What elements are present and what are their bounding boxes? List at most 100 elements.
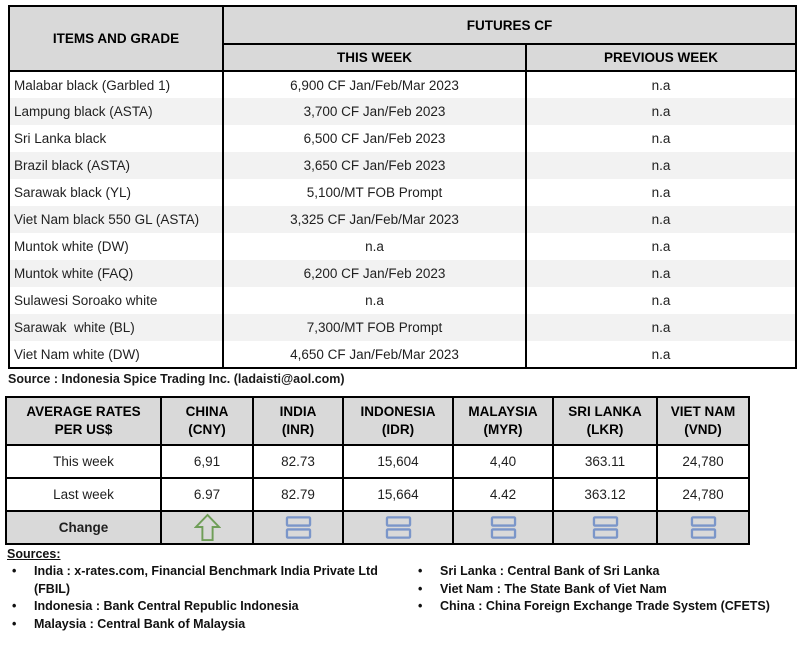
table-row: Lampung black (ASTA) 3,700 CF Jan/Feb 20… [8, 98, 797, 125]
this-week-cell: 6,900 CF Jan/Feb/Mar 2023 [222, 71, 527, 98]
previous-week-cell: n.a [525, 206, 797, 233]
table-row: Sarawak white (BL) 7,300/MT FOB Prompt n… [8, 314, 797, 341]
table-row: Brazil black (ASTA) 3,650 CF Jan/Feb 202… [8, 152, 797, 179]
column-currency: (VND) [684, 422, 722, 437]
table-row: Sarawak black (YL) 5,100/MT FOB Prompt n… [8, 179, 797, 206]
source-list-item: Sri Lanka : Central Bank of Sri Lanka [413, 563, 793, 581]
source-list-item: Malaysia : Central Bank of Malaysia [7, 616, 407, 634]
this-week-cell: 3,700 CF Jan/Feb 2023 [222, 98, 527, 125]
item-cell: Malabar black (Garbled 1) [8, 71, 224, 98]
last-week-row: Last week 6.97 82.79 15,664 4.42 363.12 … [5, 477, 750, 512]
change-cell-malaysia [452, 510, 554, 545]
column-name: SRI LANKA [568, 403, 642, 419]
table-row: Sri Lanka black 6,500 CF Jan/Feb 2023 n.… [8, 125, 797, 152]
equal-icon [385, 516, 411, 539]
rate-cell: 6,91 [160, 444, 254, 479]
change-cell-viet-nam [656, 510, 750, 545]
column-currency: (CNY) [188, 422, 226, 437]
equal-icon [490, 516, 516, 539]
previous-week-cell: n.a [525, 125, 797, 152]
column-header-indonesia: INDONESIA (IDR) [342, 396, 454, 446]
rate-cell: 4.42 [452, 477, 554, 512]
rate-cell: 15,664 [342, 477, 454, 512]
rate-cell: 15,604 [342, 444, 454, 479]
this-week-cell: 7,300/MT FOB Prompt [222, 314, 527, 341]
rate-cell: 4,40 [452, 444, 554, 479]
source-list-item: Indonesia : Bank Central Republic Indone… [7, 598, 407, 616]
this-week-row: This week 6,91 82.73 15,604 4,40 363.11 … [5, 444, 750, 479]
this-week-cell: 5,100/MT FOB Prompt [222, 179, 527, 206]
equal-icon [592, 516, 618, 539]
sources-list-left: India : x-rates.com, Financial Benchmark… [7, 563, 407, 633]
item-cell: Viet Nam black 550 GL (ASTA) [8, 206, 224, 233]
change-cell-sri-lanka [552, 510, 658, 545]
previous-week-cell: n.a [525, 314, 797, 341]
item-cell: Sri Lanka black [8, 125, 224, 152]
sources-list-right: Sri Lanka : Central Bank of Sri Lanka Vi… [413, 563, 793, 616]
row-label-this-week: This week [5, 444, 162, 479]
item-cell: Lampung black (ASTA) [8, 98, 224, 125]
column-currency: (LKR) [586, 422, 624, 437]
rate-cell: 363.12 [552, 477, 658, 512]
equal-icon [285, 516, 311, 539]
change-cell-india [252, 510, 344, 545]
item-cell: Viet Nam white (DW) [8, 341, 224, 369]
futures-cf-header: FUTURES CF [222, 5, 797, 45]
previous-week-cell: n.a [525, 179, 797, 206]
column-name: MALAYSIA [468, 403, 538, 419]
table-row: Muntok white (FAQ) 6,200 CF Jan/Feb 2023… [8, 260, 797, 287]
column-name: INDONESIA [360, 403, 436, 419]
table-row: Viet Nam black 550 GL (ASTA) 3,325 CF Ja… [8, 206, 797, 233]
this-week-cell: 3,325 CF Jan/Feb/Mar 2023 [222, 206, 527, 233]
this-week-cell: 6,500 CF Jan/Feb 2023 [222, 125, 527, 152]
item-cell: Muntok white (DW) [8, 233, 224, 260]
column-header-china: CHINA (CNY) [160, 396, 254, 446]
column-header-viet-nam: VIET NAM (VND) [656, 396, 750, 446]
this-week-cell: n.a [222, 233, 527, 260]
source-list-item: China : China Foreign Exchange Trade Sys… [413, 598, 793, 616]
source-list-item: Viet Nam : The State Bank of Viet Nam [413, 581, 793, 599]
item-cell: Brazil black (ASTA) [8, 152, 224, 179]
rates-row-header-line1: AVERAGE RATES [26, 403, 141, 419]
rate-cell: 6.97 [160, 477, 254, 512]
column-currency: (INR) [281, 422, 315, 437]
row-label-last-week: Last week [5, 477, 162, 512]
item-cell: Sulawesi Soroako white [8, 287, 224, 314]
previous-week-cell: n.a [525, 152, 797, 179]
rate-cell: 24,780 [656, 477, 750, 512]
column-header-sri-lanka: SRI LANKA (LKR) [552, 396, 658, 446]
rates-row-header: AVERAGE RATES PER US$ [5, 396, 162, 446]
rates-row-header-line2: PER US$ [54, 422, 113, 437]
previous-week-header: PREVIOUS WEEK [525, 43, 797, 72]
previous-week-cell: n.a [525, 233, 797, 260]
equal-icon [690, 516, 716, 539]
sources-heading: Sources: [7, 547, 61, 561]
rate-cell: 363.11 [552, 444, 658, 479]
up-arrow-icon [193, 513, 221, 541]
this-week-cell: 6,200 CF Jan/Feb 2023 [222, 260, 527, 287]
column-header-malaysia: MALAYSIA (MYR) [452, 396, 554, 446]
change-row: Change [5, 510, 750, 545]
previous-week-cell: n.a [525, 260, 797, 287]
this-week-cell: n.a [222, 287, 527, 314]
rate-cell: 24,780 [656, 444, 750, 479]
table-row: Muntok white (DW) n.a n.a [8, 233, 797, 260]
previous-week-cell: n.a [525, 71, 797, 98]
column-name: INDIA [279, 403, 317, 419]
table-row: Malabar black (Garbled 1) 6,900 CF Jan/F… [8, 71, 797, 98]
items-and-grade-header: ITEMS AND GRADE [8, 5, 224, 72]
item-cell: Sarawak black (YL) [8, 179, 224, 206]
source-note: Source : Indonesia Spice Trading Inc. (l… [8, 372, 345, 386]
rate-cell: 82.79 [252, 477, 344, 512]
previous-week-cell: n.a [525, 341, 797, 369]
row-label-change: Change [5, 510, 162, 545]
change-cell-china [160, 510, 254, 545]
futures-table: ITEMS AND GRADE FUTURES CF THIS WEEK PRE… [8, 5, 797, 369]
this-week-cell: 3,650 CF Jan/Feb 2023 [222, 152, 527, 179]
table-row: Sulawesi Soroako white n.a n.a [8, 287, 797, 314]
item-cell: Muntok white (FAQ) [8, 260, 224, 287]
column-name: CHINA [185, 403, 229, 419]
item-cell: Sarawak white (BL) [8, 314, 224, 341]
this-week-cell: 4,650 CF Jan/Feb/Mar 2023 [222, 341, 527, 369]
